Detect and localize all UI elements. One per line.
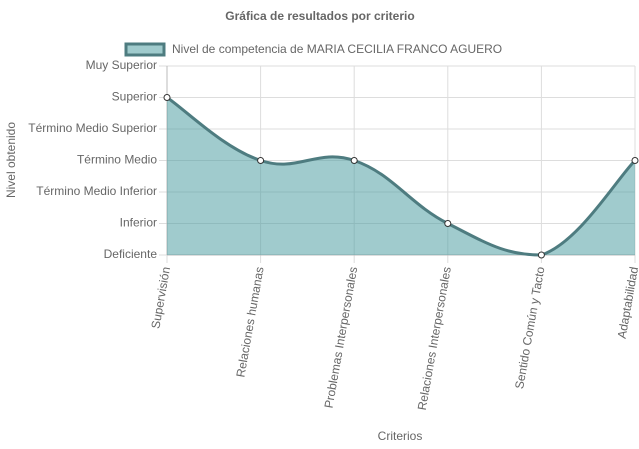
y-axis-title: Nivel obtenido xyxy=(4,122,18,198)
x-tick-label: Supervisión xyxy=(148,266,173,330)
x-tick-label: Relaciones Interpersonales xyxy=(415,266,454,412)
y-tick-label: Inferior xyxy=(120,216,157,230)
point xyxy=(631,157,639,164)
point xyxy=(163,94,171,101)
x-tick-label: Relaciones humanas xyxy=(233,266,266,379)
legend-swatch xyxy=(124,42,166,57)
y-tick-label: Deficiente xyxy=(104,247,158,261)
point xyxy=(350,157,358,164)
y-tick-label: Término Medio xyxy=(77,153,157,167)
x-tick-label: Problemas Interpersonales xyxy=(322,266,361,410)
y-tick-label: Término Medio Superior xyxy=(28,121,157,135)
line xyxy=(166,96,637,257)
point xyxy=(537,251,545,259)
chart-title: Gráfica de resultados por criterio xyxy=(225,9,414,23)
y-tick-label: Término Medio Inferior xyxy=(36,184,157,198)
point xyxy=(257,157,265,164)
y-tick-label: Superior xyxy=(112,90,157,104)
x-tick-label: Adaptabilidad xyxy=(615,266,639,340)
y-tick-label: Muy Superior xyxy=(86,58,157,72)
legend-label: Nivel de competencia de MARIA CECILIA FR… xyxy=(172,42,502,56)
area xyxy=(167,97,635,255)
x-tick-label: Sentido Común y Tacto xyxy=(512,265,547,390)
x-axis-title: Criterios xyxy=(378,429,423,443)
point xyxy=(444,220,452,227)
